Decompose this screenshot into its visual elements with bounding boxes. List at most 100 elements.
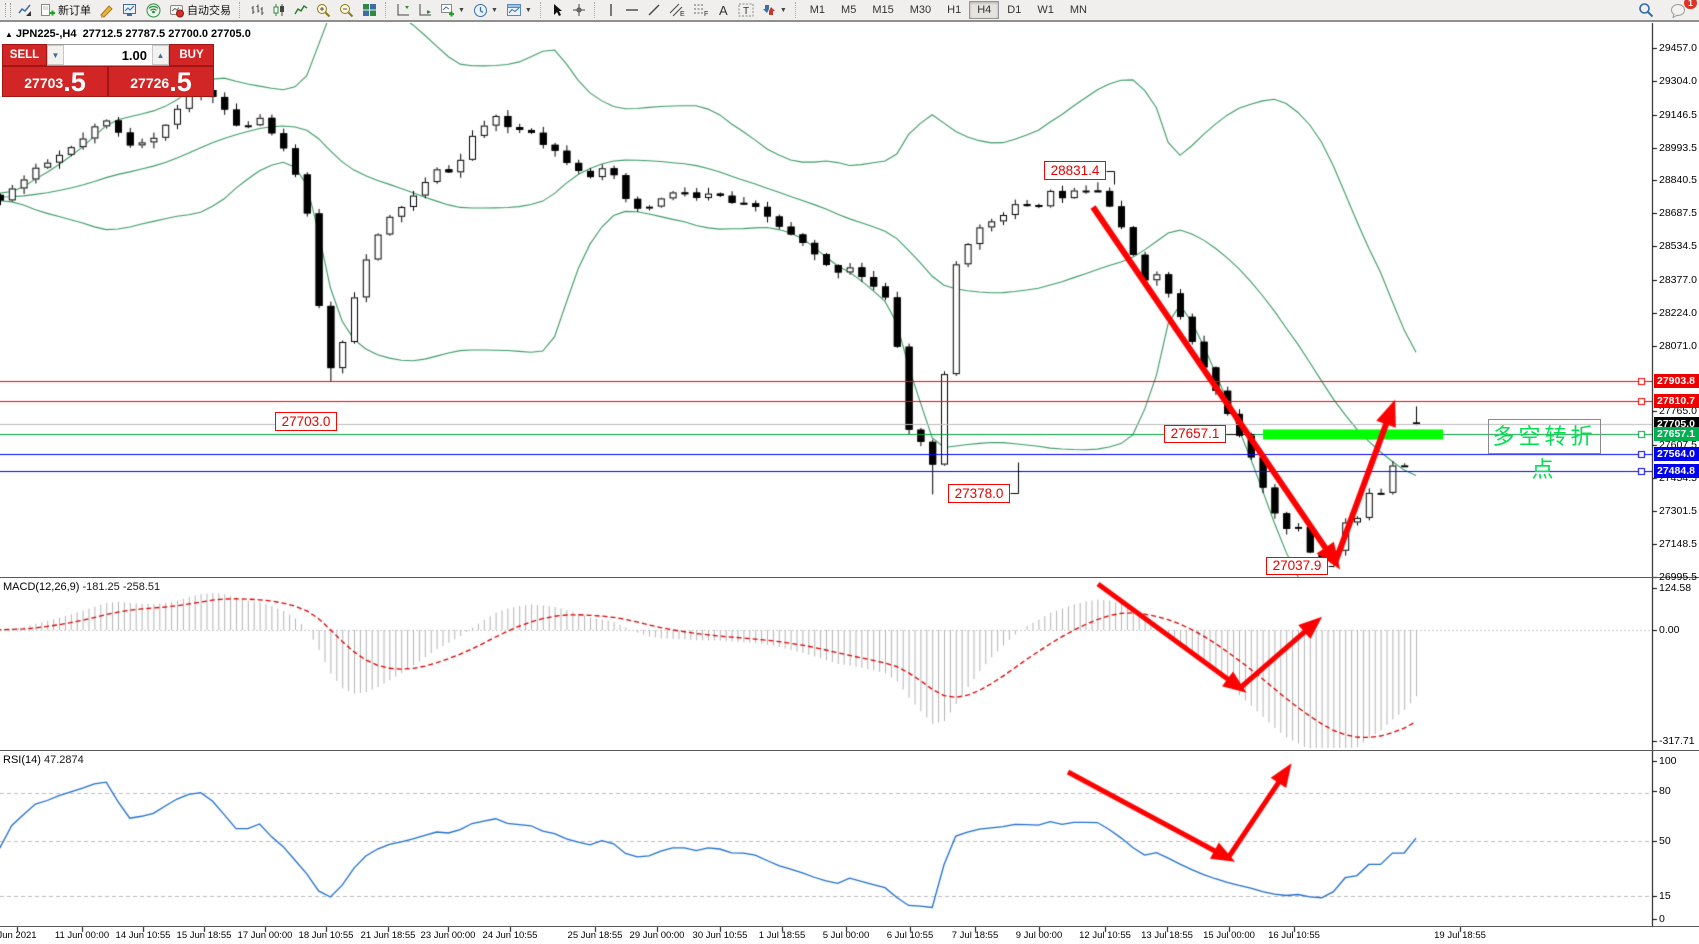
annotation-note[interactable]: 多空转折点	[1488, 419, 1601, 482]
price-callout[interactable]: 27037.9	[1266, 557, 1328, 575]
fibonacci-icon: F	[693, 4, 708, 17]
timeframe-d1[interactable]: D1	[999, 1, 1029, 19]
search-button[interactable]	[1634, 1, 1658, 19]
text-icon: A	[719, 3, 728, 17]
toolbar-separator	[239, 2, 242, 18]
timeframe-m5[interactable]: M5	[833, 1, 864, 19]
chart-shift-icon	[397, 4, 409, 16]
signal-icon	[146, 3, 161, 17]
new-order-button[interactable]: 新订单	[36, 1, 95, 19]
vertical-line-button[interactable]	[601, 1, 621, 19]
buy-button[interactable]: BUY	[169, 44, 214, 66]
svg-text:F: F	[704, 11, 708, 17]
dropdown-caret-icon: ▼	[524, 6, 532, 14]
buy-price-frac: .5	[169, 67, 192, 97]
timeframe-m15[interactable]: M15	[864, 1, 901, 19]
line-chart-button[interactable]	[290, 1, 312, 19]
new-chart-window-button[interactable]	[118, 1, 142, 19]
new-order-icon	[41, 3, 55, 16]
svg-text:A: A	[719, 3, 728, 17]
sell-price-frac: .5	[63, 67, 86, 97]
autotrade-label: 自动交易	[187, 5, 231, 17]
dropdown-caret-icon: ▼	[490, 6, 498, 14]
zoom-out-icon	[340, 3, 354, 17]
crosshair-icon	[572, 4, 585, 16]
panel-splitter-macd[interactable]	[0, 577, 1699, 581]
price-callout[interactable]: 27657.1	[1164, 425, 1226, 443]
fibonacci-button[interactable]: F	[689, 1, 713, 19]
one-click-trading-panel: SELL ▼ ▲ BUY 27703.5 27726.5	[2, 44, 214, 97]
svg-text:T: T	[743, 6, 749, 17]
notifications-button[interactable]: 1	[1666, 0, 1697, 19]
timeframe-h4[interactable]: H4	[969, 1, 1000, 19]
timeframe-mn[interactable]: MN	[1062, 1, 1095, 19]
toolbar-separator	[593, 2, 597, 18]
indicators-icon	[363, 4, 376, 16]
zoom-out-button[interactable]	[335, 1, 358, 19]
text-button[interactable]: A	[713, 1, 734, 19]
vertical-line-icon	[610, 4, 612, 16]
new-chart-window-icon	[123, 4, 136, 16]
line-chart-icon	[294, 5, 308, 15]
candlestick-chart-button[interactable]	[268, 1, 290, 19]
panel-splitter-rsi[interactable]	[0, 750, 1699, 754]
timeframe-w1[interactable]: W1	[1029, 1, 1062, 19]
timeframe-h1[interactable]: H1	[939, 1, 969, 19]
toolbar-separator	[794, 2, 798, 18]
autotrade-button[interactable]: 自动交易	[165, 1, 235, 19]
text-label-icon: T	[738, 3, 754, 17]
price-callout[interactable]: 27378.0	[948, 484, 1010, 503]
auto-scroll-icon	[419, 4, 431, 16]
signal-button[interactable]	[142, 1, 165, 19]
arrows-icon	[762, 5, 775, 15]
timeframe-m1[interactable]: M1	[802, 1, 833, 19]
chart-icon[interactable]	[14, 1, 36, 19]
volume-input[interactable]	[64, 45, 152, 65]
equidistant-channel-icon: E	[669, 3, 685, 17]
arrows-button[interactable]: ▼	[758, 1, 791, 19]
clock-icon	[473, 3, 487, 17]
svg-text:E: E	[680, 11, 685, 17]
chart-shift-button[interactable]	[392, 1, 414, 19]
toolbar-right-group: 1	[1634, 0, 1697, 19]
cursor-button[interactable]	[547, 1, 568, 19]
price-callout[interactable]: 27703.0	[275, 412, 337, 431]
templates-button[interactable]: ▼	[502, 1, 536, 19]
volume-increase-button[interactable]: ▲	[152, 45, 169, 65]
volume-decrease-button[interactable]: ▼	[47, 45, 64, 65]
add-indicator-button[interactable]: ▼	[436, 1, 469, 19]
time-axis-border	[0, 926, 1699, 930]
toolbar-grip[interactable]	[5, 3, 11, 17]
bar-chart-icon	[251, 4, 264, 15]
zoom-in-button[interactable]	[312, 1, 335, 19]
price-callout[interactable]: 28831.4	[1044, 161, 1106, 180]
sell-button[interactable]: SELL	[2, 44, 47, 66]
add-indicator-icon	[441, 4, 454, 17]
new-order-label: 新订单	[58, 5, 91, 17]
horizontal-line-button[interactable]	[621, 1, 643, 19]
styler-button[interactable]	[95, 1, 118, 19]
toolbar-separator	[385, 2, 388, 18]
sell-price[interactable]: 27703.5	[2, 66, 108, 97]
bar-chart-button[interactable]	[246, 1, 268, 19]
horizontal-line-icon	[625, 9, 638, 11]
trendline-button[interactable]	[643, 1, 665, 19]
main-toolbar: 新订单 自动交易	[0, 0, 1699, 22]
periods-button[interactable]: ▼	[469, 1, 502, 19]
search-icon	[1639, 3, 1654, 18]
styler-icon	[100, 4, 113, 18]
buy-price[interactable]: 27726.5	[108, 66, 214, 97]
indicators-button[interactable]	[358, 1, 381, 19]
buy-price-main: 27726	[130, 75, 170, 91]
auto-scroll-button[interactable]	[414, 1, 436, 19]
crosshair-button[interactable]	[568, 1, 590, 19]
timeframe-m30[interactable]: M30	[902, 1, 939, 19]
text-label-button[interactable]: T	[734, 1, 758, 19]
toolbar-separator	[539, 2, 543, 18]
candlestick-chart-icon	[273, 4, 284, 16]
dropdown-caret-icon: ▼	[779, 6, 787, 14]
equidistant-channel-button[interactable]: E	[665, 1, 689, 19]
cursor-icon	[553, 4, 562, 16]
